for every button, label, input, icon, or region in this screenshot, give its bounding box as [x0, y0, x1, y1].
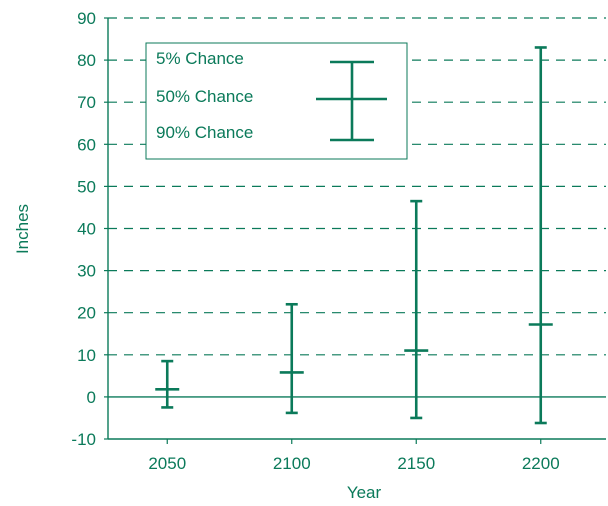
legend-label-5: 5% Chance	[156, 49, 244, 68]
x-tick-labels: 2050 2100 2150 2200	[148, 454, 559, 473]
x-tick-label: 2050	[148, 454, 186, 473]
error-bar-2050	[155, 359, 180, 409]
x-tick-label: 2150	[397, 454, 435, 473]
y-tick-label: 70	[77, 93, 96, 112]
y-axis-label: Inches	[13, 204, 32, 254]
y-tick-label: 10	[77, 346, 96, 365]
legend-label-50: 50% Chance	[156, 87, 253, 106]
legend: 5% Chance 50% Chance 90% Chance	[145, 42, 408, 160]
error-bar-2200	[528, 46, 553, 425]
y-tick-label: 90	[77, 9, 96, 28]
x-tick-label: 2100	[273, 454, 311, 473]
y-tick-label: 80	[77, 51, 96, 70]
error-bar-2100	[279, 302, 304, 415]
legend-label-90: 90% Chance	[156, 123, 253, 142]
y-tick-label: 40	[77, 220, 96, 239]
x-tick-label: 2200	[522, 454, 560, 473]
y-tick-label: -10	[71, 430, 96, 449]
y-tick-label: 0	[87, 388, 96, 407]
x-axis-label: Year	[347, 483, 382, 501]
y-tick-labels: -10 0 10 20 30 40 50 60 70 80 90	[71, 9, 96, 449]
legend-error-bar-icon	[316, 60, 387, 142]
y-tick-label: 60	[77, 135, 96, 154]
axes	[104, 17, 542, 444]
error-bar-2150	[404, 199, 429, 420]
y-tick-label: 20	[77, 304, 96, 323]
y-tick-label: 50	[77, 177, 96, 196]
error-bars	[155, 46, 553, 425]
y-tick-label: 30	[77, 262, 96, 281]
